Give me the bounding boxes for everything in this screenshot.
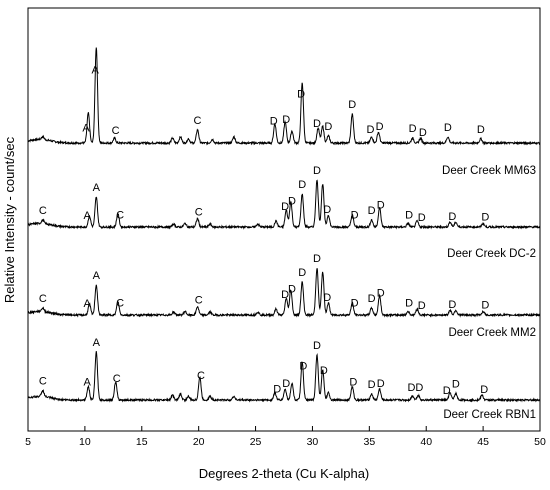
peak-label: D xyxy=(376,121,384,133)
peak-label: A xyxy=(93,337,101,349)
peak-label: D xyxy=(351,210,359,222)
peak-label: D xyxy=(282,114,290,126)
peak-label: D xyxy=(288,283,296,295)
x-tick-label: 25 xyxy=(250,436,262,448)
peak-label: D xyxy=(407,382,415,394)
series-name-label: Deer Creek RBN1 xyxy=(443,409,536,421)
peak-label: D xyxy=(351,298,359,310)
peak-label: D xyxy=(477,124,485,136)
peak-label: D xyxy=(320,365,328,377)
peak-label: D xyxy=(418,300,426,312)
peak-label: D xyxy=(418,212,426,224)
peak-label: C xyxy=(194,115,202,127)
peak-label: D xyxy=(377,378,385,390)
peak-label: D xyxy=(448,211,456,223)
peak-label: D xyxy=(348,99,356,111)
peak-label: D xyxy=(452,378,460,390)
peak-label: A xyxy=(82,122,90,134)
peak-label: D xyxy=(313,118,321,130)
x-tick-label: 45 xyxy=(477,436,489,448)
peak-label: D xyxy=(481,299,489,311)
peak-label: C xyxy=(116,210,124,222)
peak-label: D xyxy=(405,210,413,222)
peak-label: D xyxy=(366,124,374,136)
peak-label: C xyxy=(197,370,205,382)
peak-label: D xyxy=(368,379,376,391)
x-tick-label: 30 xyxy=(307,436,319,448)
peak-label: D xyxy=(368,293,376,305)
peak-label: A xyxy=(93,182,101,194)
x-axis-ticks: 5 10 15 20 25 30 35 40 45 50 xyxy=(25,426,546,448)
peak-label: D xyxy=(419,127,427,139)
peak-label: D xyxy=(288,195,296,207)
peak-label: D xyxy=(323,292,331,304)
peak-label: D xyxy=(299,360,307,372)
x-tick-label: 5 xyxy=(25,436,31,448)
peak-label: D xyxy=(349,376,357,388)
peak-label: D xyxy=(377,287,385,299)
series-names: Deer Creek MM63 Deer Creek DC-2 Deer Creek… xyxy=(442,165,536,421)
peak-label: D xyxy=(282,378,290,390)
peak-label: D xyxy=(324,121,332,133)
series-name-label: Deer Creek DC-2 xyxy=(447,248,536,260)
x-tick-label: 15 xyxy=(136,436,148,448)
x-tick-label: 35 xyxy=(363,436,375,448)
peak-label: D xyxy=(415,382,423,394)
peak-label: D xyxy=(313,165,321,177)
peak-label: D xyxy=(448,299,456,311)
plot-frame xyxy=(27,7,541,432)
peak-label: A xyxy=(83,298,91,310)
x-tick-label: 50 xyxy=(534,436,546,448)
peak-label: A xyxy=(93,270,101,282)
peak-label: C xyxy=(116,298,124,310)
peak-label: D xyxy=(444,122,452,134)
peak-label: C xyxy=(39,293,47,305)
xrd-traces xyxy=(27,47,541,403)
x-tick-label: 10 xyxy=(79,436,91,448)
series-line xyxy=(27,268,541,318)
peak-label: D xyxy=(298,267,306,279)
peak-label: D xyxy=(405,298,413,310)
series-line xyxy=(27,351,541,403)
peak-label: C xyxy=(39,376,47,388)
peak-label: D xyxy=(368,205,376,217)
series-name-label: Deer Creek MM2 xyxy=(448,327,536,339)
peak-label: A xyxy=(83,210,91,222)
peak-label: D xyxy=(270,115,278,127)
peak-label: D xyxy=(281,289,289,301)
x-axis-label: Degrees 2-theta (Cu K-alpha) xyxy=(199,466,370,481)
series-name-label: Deer Creek MM63 xyxy=(442,165,536,177)
peak-label: A xyxy=(91,65,99,77)
peak-label: C xyxy=(195,206,203,218)
peak-label: D xyxy=(443,385,451,397)
peak-label: D xyxy=(377,199,385,211)
y-axis-label: Relative Intensity - count/sec xyxy=(2,136,17,303)
peak-label: D xyxy=(313,253,321,265)
series-line xyxy=(27,47,541,146)
peak-label: D xyxy=(409,123,417,135)
peak-label: C xyxy=(195,294,203,306)
peak-label: D xyxy=(480,384,488,396)
peak-label: C xyxy=(112,125,120,137)
peak-label: C xyxy=(39,205,47,217)
peak-label: D xyxy=(297,88,305,100)
x-tick-label: 40 xyxy=(420,436,432,448)
peak-label: D xyxy=(281,201,289,213)
peak-label: D xyxy=(323,204,331,216)
peak-label: D xyxy=(273,384,281,396)
peak-label: D xyxy=(298,179,306,191)
peak-label: A xyxy=(83,376,91,388)
peak-label: D xyxy=(481,211,489,223)
peak-label: C xyxy=(113,373,121,385)
peak-label: D xyxy=(313,340,321,352)
series-line xyxy=(27,179,541,230)
x-tick-label: 20 xyxy=(193,436,205,448)
